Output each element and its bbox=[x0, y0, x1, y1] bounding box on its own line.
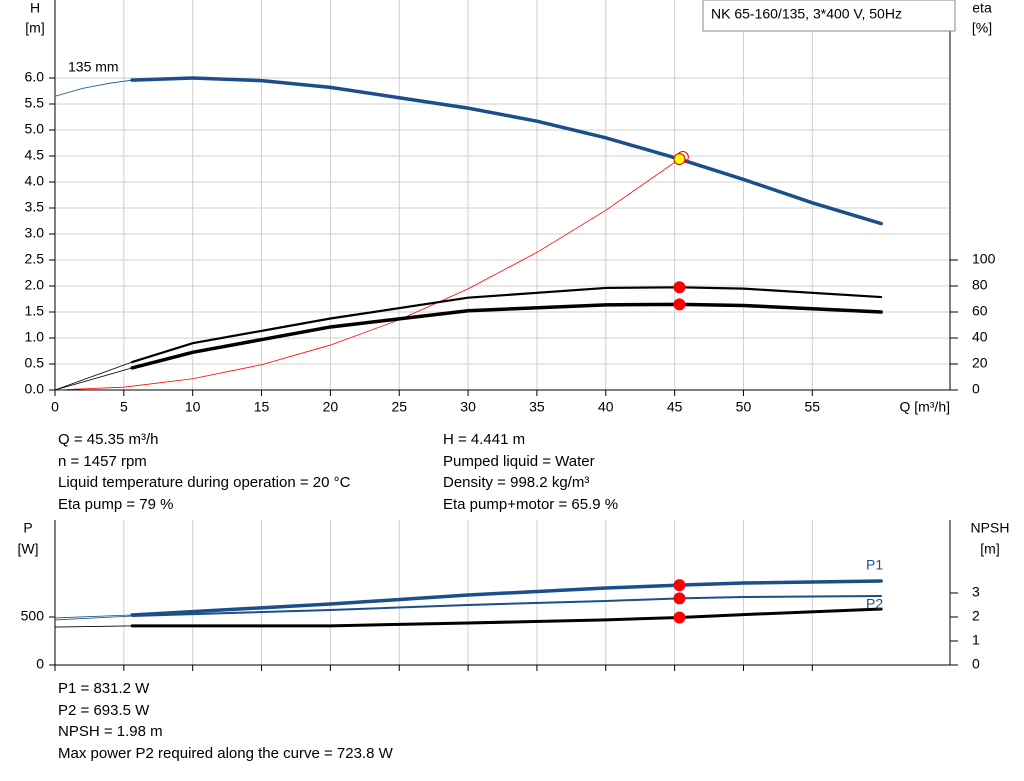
info-line: Eta pump = 79 % bbox=[58, 495, 174, 513]
y-tick-label: 0 bbox=[36, 656, 44, 672]
curve bbox=[130, 302, 883, 370]
y-tick-label: 3.5 bbox=[25, 199, 45, 215]
title-box bbox=[702, 0, 956, 32]
y-tick-label: 4.5 bbox=[25, 147, 45, 163]
y2-axis-unit: [%] bbox=[972, 20, 992, 36]
y2-tick-label: 20 bbox=[972, 355, 988, 371]
x-tick-label: 25 bbox=[391, 399, 407, 415]
y-axis-unit: [m] bbox=[25, 20, 44, 36]
curve bbox=[130, 579, 883, 617]
info-line: H = 4.441 m bbox=[443, 431, 526, 448]
curve bbox=[54, 158, 680, 391]
duty-point bbox=[673, 579, 686, 592]
info-line: Pumped liquid = Water bbox=[443, 452, 595, 470]
duty-point bbox=[673, 153, 686, 166]
y2-axis-label: eta bbox=[972, 0, 992, 16]
duty-point bbox=[673, 592, 686, 605]
curve-label: 135 mm bbox=[68, 59, 119, 75]
y-tick-label: 5.5 bbox=[25, 95, 45, 111]
series-label: P1 bbox=[866, 557, 883, 573]
x-tick-label: 55 bbox=[805, 399, 821, 415]
y-axis-unit: [W] bbox=[18, 541, 39, 557]
y-axis-label: P bbox=[23, 520, 32, 536]
y2-tick-label: 80 bbox=[972, 277, 988, 293]
curve bbox=[54, 361, 133, 391]
info-line: Max power P2 required along the curve = … bbox=[58, 744, 393, 762]
curve bbox=[54, 625, 133, 628]
y-tick-label: 6.0 bbox=[25, 69, 45, 85]
info-left: Q = 45.35 m³/h n = 1457 rpm Liquid tempe… bbox=[58, 429, 350, 515]
info-line: Q = 45.35 m³/h bbox=[58, 431, 159, 448]
x-tick-label: 40 bbox=[598, 399, 614, 415]
y-tick-label: 2.0 bbox=[25, 277, 45, 293]
y2-tick-label: 2 bbox=[972, 608, 980, 624]
x-tick-label: 35 bbox=[529, 399, 545, 415]
duty-point bbox=[673, 611, 686, 624]
y2-tick-label: 0 bbox=[972, 656, 980, 672]
info-line: P2 = 693.5 W bbox=[58, 701, 150, 719]
duty-point bbox=[673, 281, 686, 294]
curve bbox=[54, 614, 133, 619]
duty-point bbox=[673, 298, 686, 311]
y-axis-label: H bbox=[30, 0, 40, 16]
info-line: Liquid temperature during operation = 20… bbox=[58, 474, 351, 491]
y2-tick-label: 1 bbox=[972, 632, 980, 648]
curve bbox=[54, 615, 133, 621]
y-tick-label: 3.0 bbox=[25, 225, 45, 241]
y-tick-label: 0.0 bbox=[25, 381, 45, 397]
y-tick-label: 1.5 bbox=[25, 303, 45, 319]
plot: 0 500 0 1 2 3 bbox=[21, 520, 980, 672]
x-tick-label: 20 bbox=[323, 399, 339, 415]
info-line: P1 = 831.2 W bbox=[58, 680, 150, 697]
plot: 0 5 10 15 20 25 30 35 40 45 50 55 0.0 0.5 1.0 1.5 2.0 2.5… bbox=[25, 0, 996, 415]
curve bbox=[54, 79, 133, 97]
y2-tick-label: 0 bbox=[972, 381, 980, 397]
y2-tick-label: 40 bbox=[972, 329, 988, 345]
x-tick-label: 50 bbox=[736, 399, 752, 415]
series-label: P2 bbox=[866, 596, 883, 612]
y-tick-label: 1.0 bbox=[25, 329, 45, 345]
y2-tick-label: 100 bbox=[972, 251, 996, 267]
x-tick-label: 15 bbox=[254, 399, 270, 415]
curve bbox=[131, 594, 883, 618]
curve bbox=[54, 367, 133, 391]
chart-title: NK 65-160/135, 3*400 V, 50Hz bbox=[711, 6, 902, 22]
curve bbox=[131, 286, 883, 364]
x-tick-label: 5 bbox=[120, 399, 128, 415]
x-tick-label: 30 bbox=[460, 399, 476, 415]
y-tick-label: 500 bbox=[21, 608, 45, 624]
y-tick-label: 2.5 bbox=[25, 251, 45, 267]
curve bbox=[130, 76, 883, 226]
info-line: NPSH = 1.98 m bbox=[58, 723, 163, 740]
info-line: n = 1457 rpm bbox=[58, 452, 147, 470]
x-axis-label: Q [m³/h] bbox=[899, 399, 950, 415]
curve bbox=[130, 607, 883, 628]
x-tick-label: 10 bbox=[185, 399, 201, 415]
power-info: P1 = 831.2 W P2 = 693.5 W NPSH = 1.98 m … bbox=[58, 678, 393, 764]
info-line: Density = 998.2 kg/m³ bbox=[443, 474, 590, 491]
info-right: H = 4.441 m Pumped liquid = Water Densit… bbox=[443, 429, 618, 515]
x-tick-label: 0 bbox=[51, 399, 59, 415]
y2-axis-label: NPSH bbox=[971, 520, 1010, 536]
y2-tick-label: 3 bbox=[972, 584, 980, 600]
y-tick-label: 4.0 bbox=[25, 173, 45, 189]
y2-axis-unit: [m] bbox=[980, 541, 999, 557]
info-line: Eta pump+motor = 65.9 % bbox=[443, 495, 619, 513]
x-tick-label: 45 bbox=[667, 399, 683, 415]
y-tick-label: 0.5 bbox=[25, 355, 45, 371]
y2-tick-label: 60 bbox=[972, 303, 988, 319]
y-tick-label: 5.0 bbox=[25, 121, 45, 137]
